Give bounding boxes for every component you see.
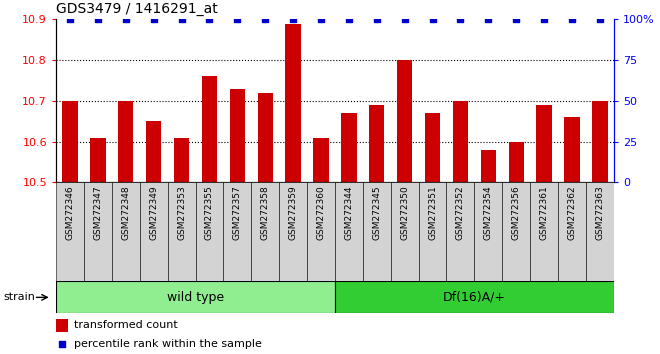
Bar (509, 142, 524, 182)
Bar (84, 182, 112, 281)
Bar (63, 101, 78, 182)
Text: wild type: wild type (167, 291, 224, 304)
Text: GDS3479 / 1416291_at: GDS3479 / 1416291_at (56, 2, 218, 16)
Point (455, 17, 466, 22)
Text: GSM272355: GSM272355 (205, 185, 214, 240)
Bar (335, 182, 363, 281)
Bar (230, 89, 245, 182)
Bar (502, 182, 530, 281)
Point (204, 17, 214, 22)
Point (344, 17, 354, 22)
Bar (56, 319, 69, 332)
Bar (586, 182, 614, 281)
Text: GSM272345: GSM272345 (372, 185, 381, 240)
Point (57, 341, 67, 347)
Bar (564, 117, 579, 182)
Bar (453, 101, 468, 182)
Text: GSM272360: GSM272360 (317, 185, 325, 240)
Point (567, 17, 578, 22)
Text: GSM272351: GSM272351 (428, 185, 437, 240)
Bar (146, 121, 161, 182)
Point (121, 17, 131, 22)
Bar (112, 182, 140, 281)
Text: GSM272348: GSM272348 (121, 185, 130, 240)
Bar (56, 182, 84, 281)
Text: GSM272350: GSM272350 (400, 185, 409, 240)
Text: GSM272346: GSM272346 (65, 185, 75, 240)
Text: GSM272354: GSM272354 (484, 185, 493, 240)
Point (483, 17, 494, 22)
Text: GSM272363: GSM272363 (595, 185, 605, 240)
Point (260, 17, 271, 22)
Text: GSM272361: GSM272361 (540, 185, 548, 240)
Bar (475, 182, 502, 281)
Bar (307, 182, 335, 281)
Bar (363, 182, 391, 281)
Bar (257, 93, 273, 182)
Point (595, 17, 605, 22)
Text: strain: strain (3, 292, 35, 302)
Text: GSM272344: GSM272344 (345, 185, 353, 240)
Bar (279, 182, 307, 281)
Bar (223, 182, 251, 281)
Bar (174, 138, 189, 182)
Point (176, 17, 187, 22)
Point (427, 17, 438, 22)
Bar (480, 150, 496, 182)
Bar (425, 113, 440, 182)
Text: GSM272359: GSM272359 (288, 185, 298, 240)
Bar (391, 182, 418, 281)
Point (288, 17, 298, 22)
Point (399, 17, 410, 22)
Bar (558, 182, 586, 281)
Bar (202, 76, 217, 182)
Point (148, 17, 159, 22)
Bar (251, 182, 279, 281)
Bar (537, 105, 552, 182)
Text: GSM272358: GSM272358 (261, 185, 270, 240)
Bar (530, 182, 558, 281)
Point (92, 17, 103, 22)
Bar (314, 138, 329, 182)
Text: GSM272352: GSM272352 (456, 185, 465, 240)
Bar (341, 113, 356, 182)
Text: GSM272349: GSM272349 (149, 185, 158, 240)
Text: GSM272357: GSM272357 (233, 185, 242, 240)
Bar (286, 24, 301, 182)
Point (372, 17, 382, 22)
Bar (369, 105, 384, 182)
Bar (90, 138, 106, 182)
Text: GSM272362: GSM272362 (568, 185, 576, 240)
Point (232, 17, 243, 22)
Text: GSM272356: GSM272356 (512, 185, 521, 240)
Text: GSM272353: GSM272353 (177, 185, 186, 240)
Point (539, 17, 549, 22)
Bar (397, 60, 412, 182)
Point (315, 17, 326, 22)
Point (511, 17, 521, 22)
Point (65, 17, 75, 22)
Text: transformed count: transformed count (74, 320, 178, 330)
Bar (168, 182, 195, 281)
Bar (195, 182, 223, 281)
Bar (447, 182, 475, 281)
Bar (140, 182, 168, 281)
Text: Df(16)A/+: Df(16)A/+ (443, 291, 506, 304)
Bar (592, 101, 607, 182)
Text: percentile rank within the sample: percentile rank within the sample (74, 339, 262, 349)
Bar (118, 101, 133, 182)
Bar (418, 182, 447, 281)
Bar (56, 281, 335, 313)
Text: GSM272347: GSM272347 (94, 185, 102, 240)
Bar (335, 281, 614, 313)
